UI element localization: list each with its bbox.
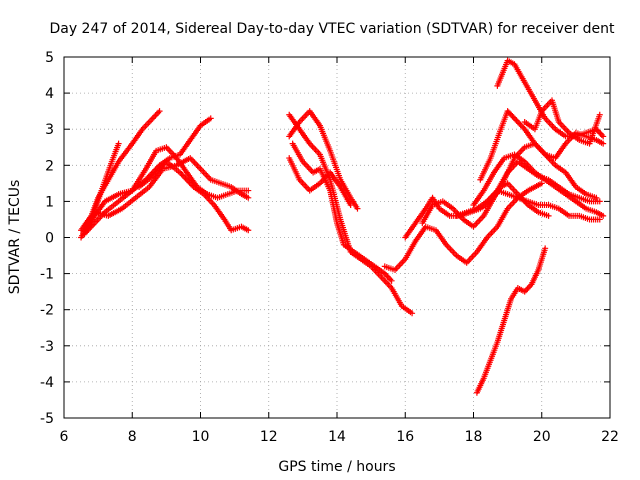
grid-lines: [64, 57, 610, 418]
data-point: [245, 194, 252, 201]
x-axis-label: GPS time / hours: [278, 459, 395, 475]
data-point: [152, 112, 159, 119]
data-point: [514, 118, 521, 125]
data-point: [542, 245, 549, 252]
y-tick-label: -4: [40, 375, 54, 391]
data-point: [597, 130, 604, 137]
data-point: [178, 170, 185, 177]
x-tick-label: 18: [465, 429, 483, 445]
data-point: [347, 202, 354, 209]
data-point: [516, 120, 523, 127]
series-arc-15: [470, 151, 607, 219]
y-tick-label: -3: [40, 339, 54, 355]
x-tick-label: 22: [601, 429, 619, 445]
series-arc-20: [473, 245, 549, 396]
data-point: [518, 123, 525, 130]
series-arc-16: [484, 187, 603, 223]
series-arc-11: [381, 180, 545, 273]
chart-title: Day 247 of 2014, Sidereal Day-to-day VTE…: [49, 21, 615, 37]
data-point: [409, 310, 416, 317]
data-point: [153, 111, 160, 118]
y-axis-label: SDTVAR / TECUs: [7, 180, 23, 295]
x-tick-label: 12: [260, 429, 278, 445]
data-point: [207, 115, 214, 122]
y-tick-label: 3: [45, 122, 54, 138]
y-tick-label: -2: [40, 303, 54, 319]
y-tick-label: -1: [40, 267, 54, 283]
axis-ticks: [63, 56, 611, 419]
series-arc-10: [289, 140, 395, 284]
data-point: [151, 113, 158, 120]
data-point: [545, 212, 552, 219]
data-point: [115, 140, 122, 147]
data-point: [600, 212, 607, 219]
data-point: [245, 187, 252, 194]
data-point: [596, 216, 603, 223]
data-point: [598, 131, 605, 138]
data-point: [245, 227, 252, 234]
data-point: [155, 109, 162, 116]
data-point: [593, 194, 600, 201]
data-point: [538, 180, 545, 187]
y-tick-label: 0: [45, 231, 54, 247]
series-arc-17: [477, 108, 607, 183]
data-point: [156, 108, 163, 115]
x-tick-label: 16: [396, 429, 414, 445]
data-point: [181, 173, 188, 180]
y-tick-label: 2: [45, 158, 54, 174]
data-point: [600, 140, 607, 147]
data-point: [596, 111, 603, 118]
x-tick-label: 10: [192, 429, 210, 445]
series-arc-19: [521, 97, 603, 147]
data-point: [517, 121, 524, 128]
data-point: [354, 205, 361, 212]
x-tick-label: 8: [128, 429, 137, 445]
x-tick-label: 20: [533, 429, 551, 445]
y-tick-label: 5: [45, 50, 54, 66]
data-point: [525, 284, 532, 291]
data-point: [523, 287, 530, 294]
series-arc-6: [136, 158, 252, 234]
data-point: [596, 198, 603, 205]
data-point: [388, 277, 395, 284]
x-tick-labels: 6 8 10 12 14 16 18 20 22: [60, 429, 619, 445]
y-tick-label: 4: [45, 86, 54, 102]
series-arc-18: [494, 57, 607, 140]
y-tick-label: 1: [45, 194, 54, 210]
data-point: [600, 133, 607, 140]
data-markers: [78, 57, 607, 396]
y-tick-label: -5: [40, 411, 54, 427]
y-tick-labels: -5 -4 -3 -2 -1 0 1 2 3 4 5: [40, 50, 54, 427]
x-tick-label: 14: [328, 429, 346, 445]
series-arc-7: [286, 111, 416, 317]
data-point: [512, 116, 519, 123]
data-point: [179, 172, 186, 179]
data-point: [510, 114, 517, 121]
data-point: [513, 117, 520, 124]
x-tick-label: 6: [60, 429, 69, 445]
